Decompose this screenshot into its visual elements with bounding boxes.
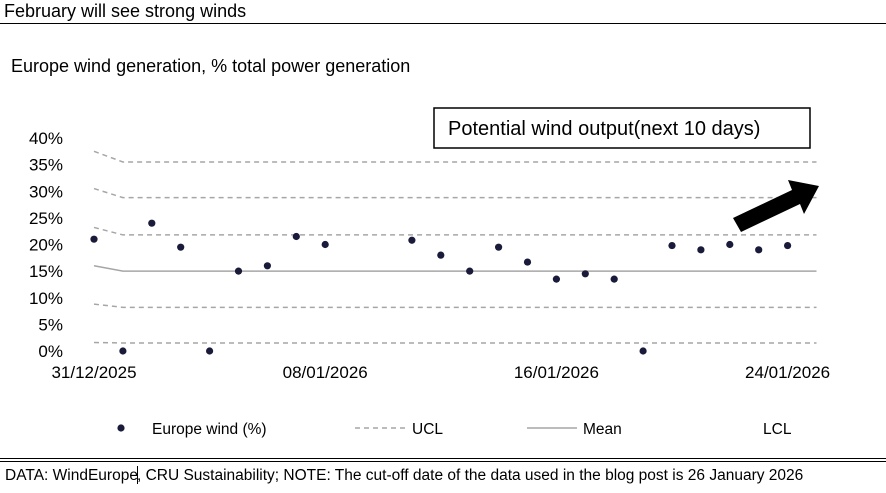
y-tick-label: 20% [29, 236, 63, 255]
chart-title: Europe wind generation, % total power ge… [11, 56, 411, 76]
source-prefix: DATA: WindEurope [5, 467, 138, 484]
data-point [408, 236, 416, 244]
data-point [784, 241, 792, 250]
data-point [90, 235, 98, 243]
data-point [437, 251, 445, 259]
legend: Europe wind (%) UCL Mean LCL [117, 421, 792, 438]
data-point [263, 262, 271, 270]
y-tick-label: 10% [29, 289, 63, 308]
data-point [726, 240, 734, 249]
legend-marker-europe-wind [117, 424, 125, 432]
ucl-line [93, 187, 817, 199]
x-tick-label: 16/01/2026 [514, 363, 599, 382]
ucl-line [93, 150, 817, 163]
x-tick-label: 24/01/2026 [745, 363, 830, 382]
x-axis-ticks: 31/12/2025 08/01/2026 16/01/2026 24/01/2026 [51, 363, 830, 382]
data-point [292, 232, 300, 241]
source-rule [0, 458, 886, 459]
annotation-frame [433, 107, 811, 149]
y-tick-label: 0% [38, 342, 63, 361]
data-points [90, 219, 792, 355]
lcl-line [93, 341, 817, 344]
x-tick-label: 08/01/2026 [283, 363, 368, 382]
data-point [552, 275, 561, 283]
annotation-box: Potential wind output(next 10 days) [433, 107, 811, 149]
y-tick-label: 35% [29, 156, 63, 175]
data-point [321, 240, 329, 249]
data-point [234, 267, 243, 275]
legend-label: Europe wind (%) [152, 421, 267, 438]
data-point [581, 270, 589, 278]
y-tick-label: 40% [29, 129, 63, 148]
source-rule-inner [0, 461, 886, 462]
source-note: DATA: WindEurope, CRU Sustainability; NO… [5, 466, 803, 485]
data-point [206, 347, 214, 355]
data-point [466, 267, 474, 275]
control-lines [93, 150, 817, 344]
y-axis-ticks: 40% 35% 30% 25% 20% 15% 10% 5% 0% [29, 129, 63, 361]
data-point [610, 275, 618, 283]
headline: February will see strong winds [4, 1, 247, 21]
data-point [523, 258, 532, 266]
lcl-line [93, 303, 817, 309]
data-point [639, 347, 647, 355]
data-point [177, 243, 185, 251]
data-point [119, 347, 127, 355]
y-tick-label: 15% [29, 262, 63, 281]
text-cursor [136, 466, 138, 484]
y-tick-label: 5% [38, 315, 63, 334]
data-point [668, 241, 676, 250]
headline-rule [0, 23, 886, 24]
trend-arrow-icon [733, 180, 819, 232]
y-tick-label: 30% [29, 182, 63, 201]
data-point [697, 246, 705, 254]
source-suffix: , CRU Sustainability; NOTE: The cut-off … [136, 467, 804, 484]
legend-label: LCL [763, 421, 792, 438]
x-tick-label: 31/12/2025 [51, 363, 136, 382]
legend-label: Mean [583, 421, 622, 438]
data-point [495, 243, 503, 251]
mean-line [93, 265, 817, 272]
ucl-line [93, 226, 817, 236]
annotation-text: Potential wind output(next 10 days) [448, 118, 760, 140]
data-point [148, 219, 156, 227]
legend-label: UCL [412, 421, 443, 438]
y-tick-label: 25% [29, 209, 63, 228]
chart: 40% 35% 30% 25% 20% 15% 10% 5% 0% 31/12/2025 08/0… [29, 107, 830, 438]
data-point [755, 246, 763, 254]
